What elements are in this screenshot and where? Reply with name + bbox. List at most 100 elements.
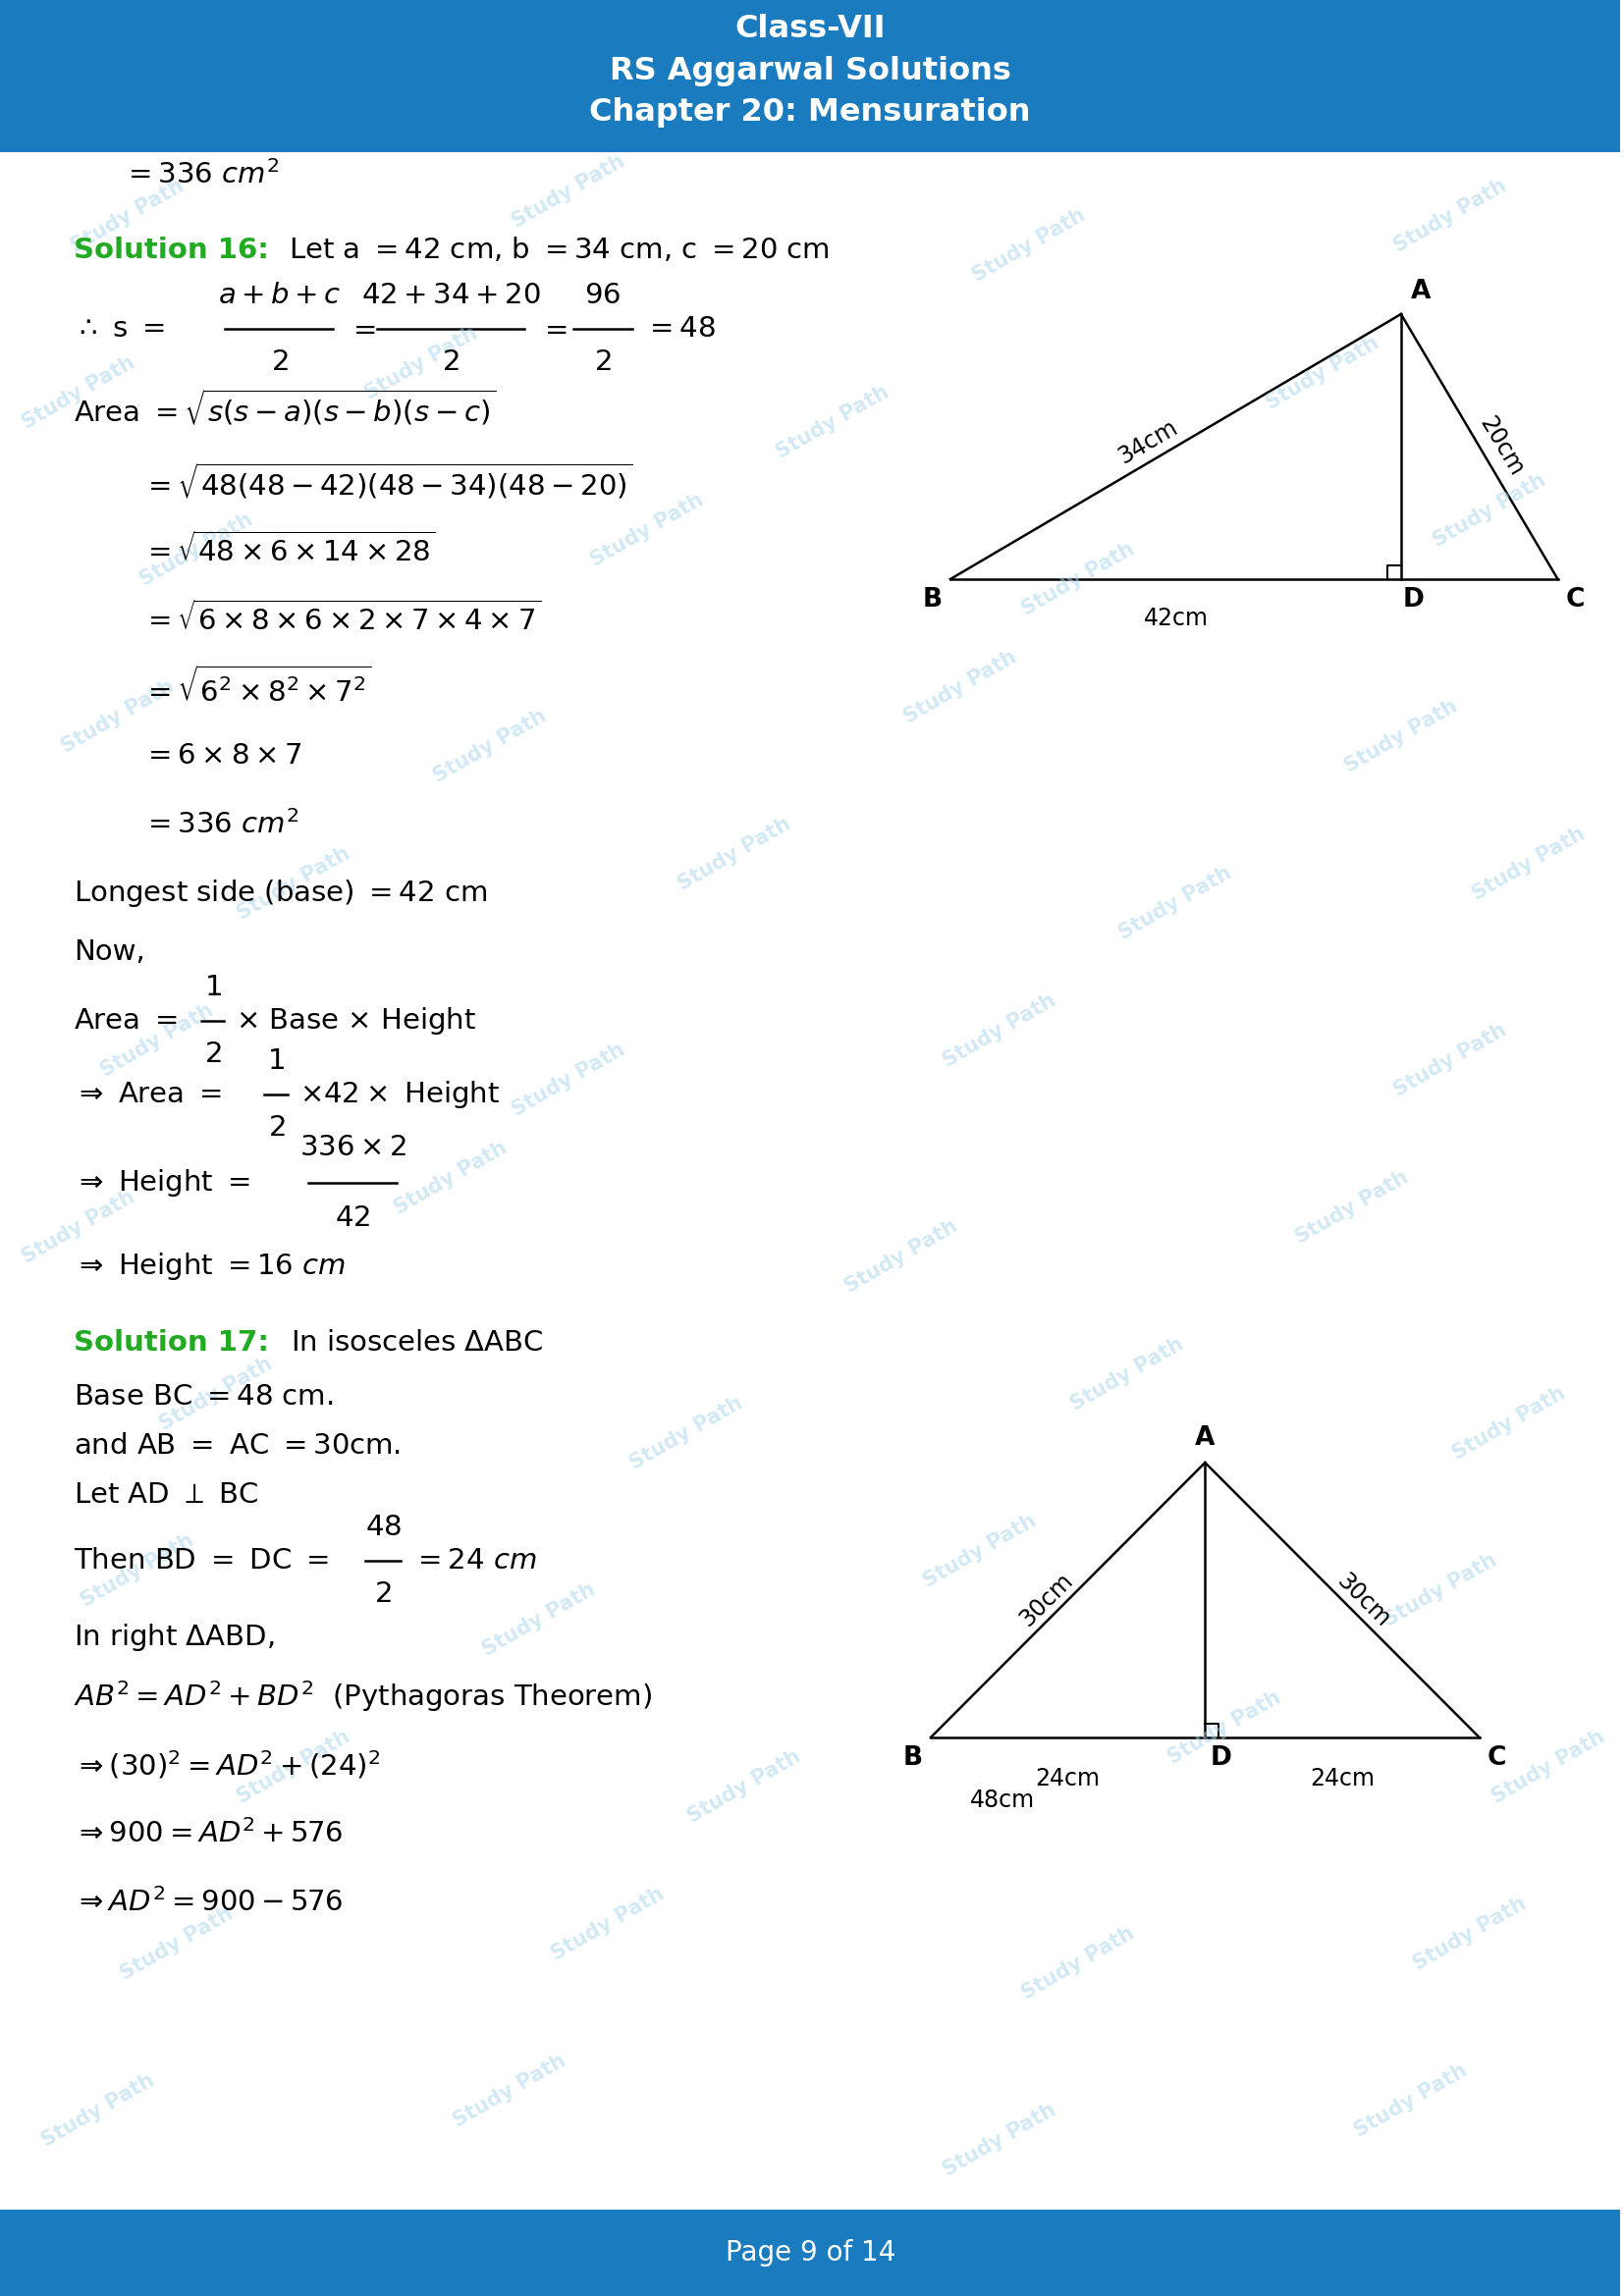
Text: Study Path: Study Path: [547, 1883, 667, 1963]
Text: 24cm: 24cm: [1311, 1768, 1374, 1791]
Text: Study Path: Study Path: [58, 677, 177, 758]
Text: $AB^2 = AD^2 + BD^2$  (Pythagoras Theorem): $AB^2 = AD^2 + BD^2$ (Pythagoras Theorem…: [73, 1678, 651, 1713]
Text: Study Path: Study Path: [1449, 1382, 1569, 1463]
Text: Study Path: Study Path: [773, 381, 893, 461]
Text: C: C: [1566, 588, 1585, 613]
Text: $= \sqrt{6 \times 8 \times 6 \times 2 \times 7 \times 4 \times 7}$: $= \sqrt{6 \times 8 \times 6 \times 2 \t…: [141, 602, 541, 636]
Text: Study Path: Study Path: [508, 152, 628, 232]
Text: $2$: $2$: [594, 349, 611, 377]
Text: Study Path: Study Path: [1018, 1924, 1137, 2004]
Text: A: A: [1411, 278, 1431, 305]
Text: $\therefore$ s $=$: $\therefore$ s $=$: [73, 315, 164, 342]
Text: Study Path: Study Path: [391, 1139, 510, 1219]
Text: $2$: $2$: [375, 1580, 391, 1607]
Text: Study Path: Study Path: [1067, 1334, 1187, 1414]
Text: Study Path: Study Path: [234, 1727, 354, 1807]
Text: A: A: [1195, 1426, 1215, 1451]
Text: $48$: $48$: [365, 1513, 401, 1541]
Text: $336 \times 2$: $336 \times 2$: [299, 1134, 406, 1162]
Text: D: D: [1210, 1745, 1231, 1770]
Text: Study Path: Study Path: [1293, 1166, 1411, 1247]
Text: $\Rightarrow$ Height $=$: $\Rightarrow$ Height $=$: [73, 1166, 250, 1199]
Text: Study Path: Study Path: [1380, 1550, 1501, 1630]
Bar: [0, 2209, 1621, 2296]
Text: Page 9 of 14: Page 9 of 14: [724, 2239, 895, 2266]
Text: $42 + 34 + 20$: $42 + 34 + 20$: [361, 282, 541, 310]
Text: $\Rightarrow$ Area $=$: $\Rightarrow$ Area $=$: [73, 1081, 222, 1109]
Text: $a + b + c$: $a + b + c$: [218, 282, 341, 310]
Text: Study Path: Study Path: [117, 1903, 235, 1984]
Text: $= \sqrt{6^2 \times 8^2 \times 7^2}$: $= \sqrt{6^2 \times 8^2 \times 7^2}$: [141, 666, 372, 707]
Text: Study Path: Study Path: [939, 2101, 1059, 2181]
Text: $96$: $96$: [585, 282, 620, 310]
Text: Study Path: Study Path: [1410, 1894, 1530, 1975]
Text: Chapter 20: Mensuration: Chapter 20: Mensuration: [590, 99, 1031, 129]
Text: Area $= \sqrt{s(s-a)(s-b)(s-c)}$: Area $= \sqrt{s(s-a)(s-b)(s-c)}$: [73, 388, 495, 427]
Text: Study Path: Study Path: [970, 204, 1088, 285]
Text: 34cm: 34cm: [1114, 416, 1182, 468]
Text: Study Path: Study Path: [1341, 696, 1462, 776]
Text: $\Rightarrow 900 = AD^2 + 576$: $\Rightarrow 900 = AD^2 + 576$: [73, 1818, 343, 1848]
Text: Study Path: Study Path: [1351, 2060, 1471, 2140]
Text: C: C: [1488, 1745, 1505, 1770]
Text: Base BC $= 48$ cm.: Base BC $= 48$ cm.: [73, 1382, 333, 1410]
Text: Study Path: Study Path: [97, 1001, 216, 1081]
Text: $\Rightarrow AD^2 = 900 - 576$: $\Rightarrow AD^2 = 900 - 576$: [73, 1887, 343, 1917]
Text: $42$: $42$: [335, 1205, 370, 1233]
Text: Study Path: Study Path: [1263, 333, 1382, 413]
Text: 30cm: 30cm: [1015, 1568, 1078, 1630]
Text: Study Path: Study Path: [1390, 177, 1510, 257]
Text: $= \sqrt{48(48 - 42)(48 - 34)(48 - 20)}$: $= \sqrt{48(48 - 42)(48 - 34)(48 - 20)}$: [141, 461, 633, 501]
Text: 20cm: 20cm: [1475, 413, 1528, 480]
Text: $2$: $2$: [205, 1040, 221, 1068]
Text: $1$: $1$: [268, 1047, 286, 1075]
Text: RS Aggarwal Solutions: RS Aggarwal Solutions: [609, 55, 1012, 85]
Text: Study Path: Study Path: [362, 324, 481, 404]
Text: Study Path: Study Path: [1018, 540, 1137, 620]
Text: Then BD $=$ DC $=$: Then BD $=$ DC $=$: [73, 1548, 328, 1575]
Text: Study Path: Study Path: [18, 351, 138, 434]
Text: $=$: $=$: [348, 315, 377, 342]
Text: $\Rightarrow (30)^2 = AD^2 + (24)^2$: $\Rightarrow (30)^2 = AD^2 + (24)^2$: [73, 1750, 380, 1782]
Text: Study Path: Study Path: [625, 1394, 745, 1474]
Text: Solution 16:: Solution 16:: [73, 236, 268, 264]
Text: Study Path: Study Path: [156, 1355, 276, 1435]
Text: $= 336 \ \mathit{cm}^2$: $= 336 \ \mathit{cm}^2$: [141, 810, 299, 840]
Text: Study Path: Study Path: [1488, 1727, 1608, 1807]
Bar: [0, 0, 1621, 152]
Text: Study Path: Study Path: [450, 2050, 570, 2131]
Text: Study Path: Study Path: [78, 1531, 197, 1612]
Text: Study Path: Study Path: [1164, 1688, 1285, 1768]
Text: Study Path: Study Path: [1116, 863, 1236, 944]
Text: Study Path: Study Path: [1468, 824, 1588, 905]
Text: In right $\Delta$ABD,: In right $\Delta$ABD,: [73, 1621, 274, 1653]
Text: Study Path: Study Path: [37, 2071, 158, 2151]
Text: Study Path: Study Path: [919, 1511, 1039, 1591]
Text: $\times$ Base $\times$ Height: $\times$ Base $\times$ Height: [235, 1006, 477, 1035]
Text: B: B: [903, 1745, 922, 1770]
Text: $2$: $2$: [271, 349, 287, 377]
Text: and AB $=$ AC $= 30$cm.: and AB $=$ AC $= 30$cm.: [73, 1433, 401, 1460]
Text: Study Path: Study Path: [676, 813, 794, 893]
Text: Let a $= 42$ cm, b $= 34$ cm, c $= 20$ cm: Let a $= 42$ cm, b $= 34$ cm, c $= 20$ c…: [289, 236, 830, 264]
Text: 48cm: 48cm: [970, 1789, 1034, 1812]
Text: Study Path: Study Path: [939, 990, 1059, 1070]
Text: $= \sqrt{48 \times 6 \times 14 \times 28}$: $= \sqrt{48 \times 6 \times 14 \times 28…: [141, 533, 435, 567]
Text: Study Path: Study Path: [900, 647, 1020, 728]
Text: Study Path: Study Path: [508, 1040, 628, 1120]
Text: $2$: $2$: [442, 349, 460, 377]
Text: $= 336 \ \mathit{cm}^2$: $= 336 \ \mathit{cm}^2$: [122, 161, 279, 188]
Text: Study Path: Study Path: [1429, 471, 1549, 551]
Text: Study Path: Study Path: [430, 705, 549, 785]
Text: Study Path: Study Path: [586, 489, 706, 569]
Text: Study Path: Study Path: [685, 1747, 804, 1828]
Text: Solution 17:: Solution 17:: [73, 1329, 270, 1357]
Text: 42cm: 42cm: [1143, 606, 1208, 629]
Text: $=$: $=$: [539, 315, 567, 342]
Text: Study Path: Study Path: [479, 1580, 599, 1660]
Text: $= 6 \times 8 \times 7$: $= 6 \times 8 \times 7$: [141, 742, 302, 769]
Text: $\Rightarrow$ Height $= 16 \ \mathit{cm}$: $\Rightarrow$ Height $= 16 \ \mathit{cm}…: [73, 1251, 346, 1281]
Text: B: B: [922, 588, 942, 613]
Text: $\times 42 \times$ Height: $\times 42 \times$ Height: [300, 1079, 500, 1111]
Text: 30cm: 30cm: [1333, 1568, 1395, 1630]
